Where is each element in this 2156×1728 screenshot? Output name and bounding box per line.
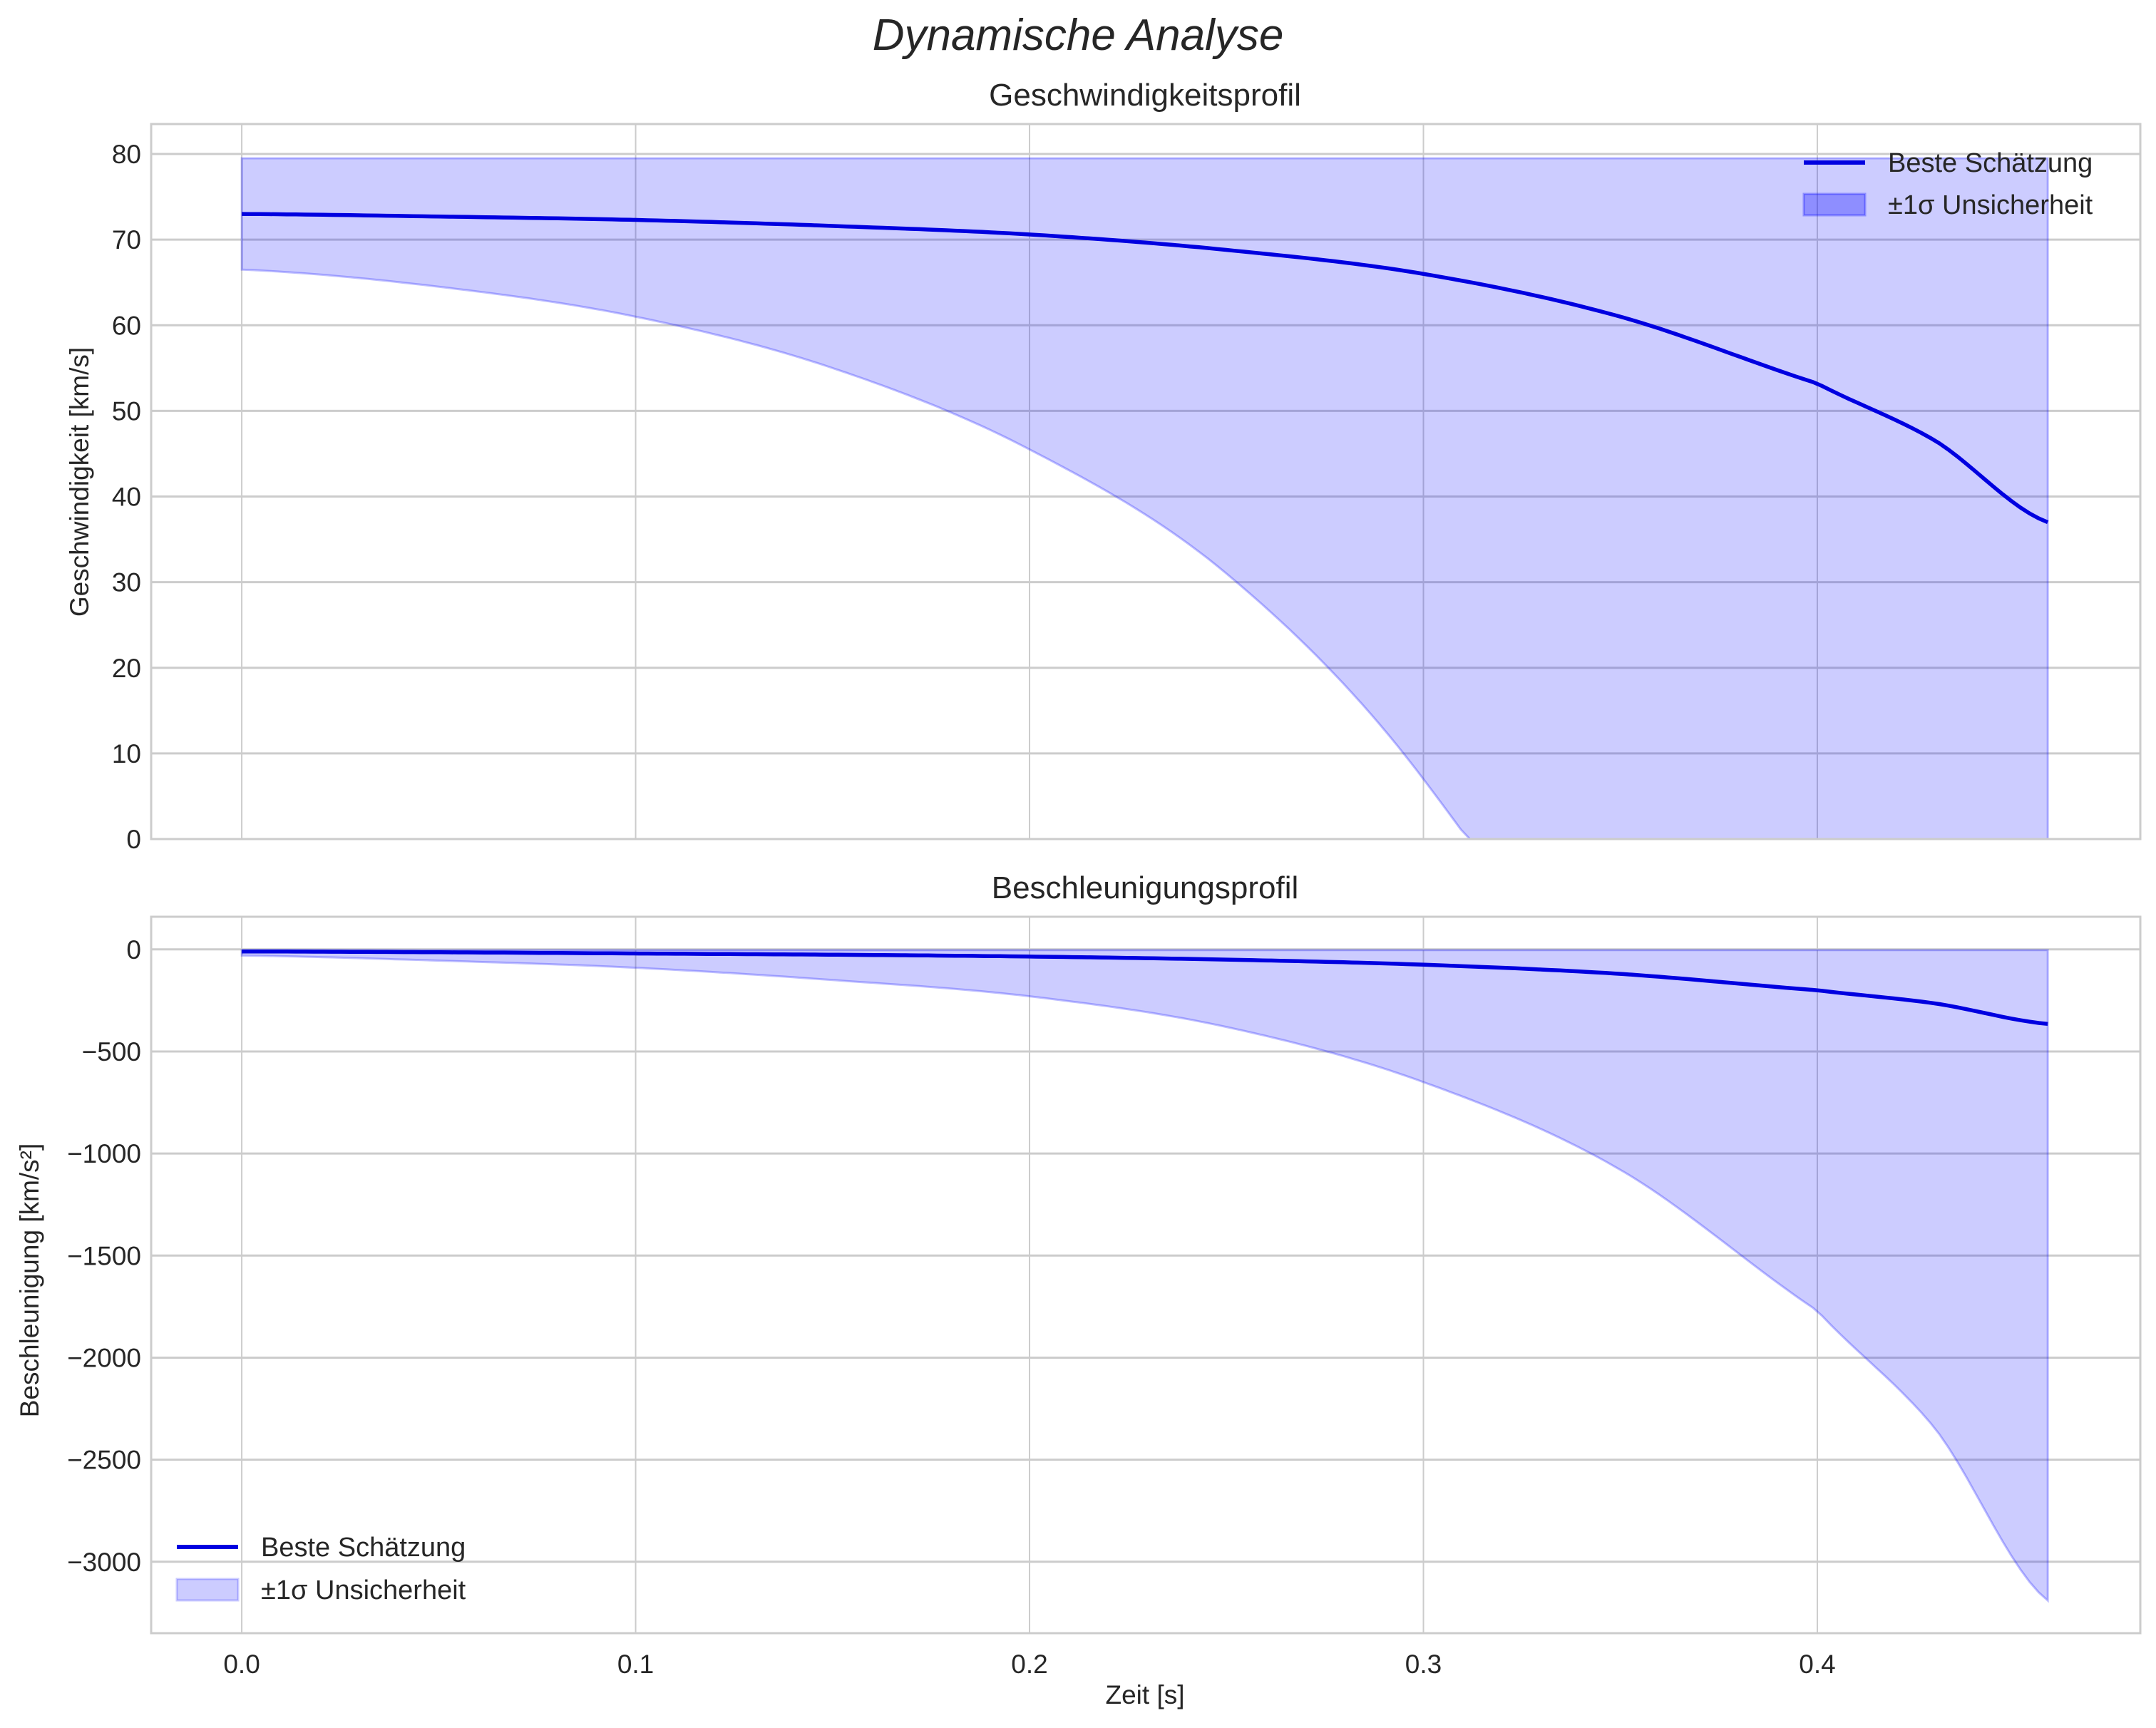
ytick-label: 10	[112, 739, 141, 768]
xtick-label: 0.3	[1405, 1650, 1442, 1679]
velocity-ylabel: Geschwindigkeit [km/s]	[65, 347, 94, 617]
velocity-legend: Beste Schätzung ±1σ Unsicherheit	[1802, 148, 2093, 220]
ytick-label: −1500	[67, 1241, 141, 1270]
acceleration-yticks: 0 −500 −1000 −1500 −2000 −2500 −3000	[67, 935, 141, 1577]
xtick-label: 0.2	[1011, 1650, 1047, 1679]
legend-label-best-estimate: Beste Schätzung	[261, 1533, 466, 1563]
ytick-label: −2500	[67, 1446, 141, 1475]
ytick-label: −3000	[67, 1548, 141, 1577]
legend-band-swatch	[175, 1578, 240, 1602]
ytick-label: −1000	[67, 1139, 141, 1168]
acceleration-axes-frame	[150, 915, 2142, 1635]
velocity-axes-frame	[150, 123, 2142, 840]
velocity-yticks: 0 10 20 30 40 50 60 70 80	[112, 140, 141, 854]
acceleration-legend: Beste Schätzung ±1σ Unsicherheit	[175, 1533, 466, 1605]
velocity-grid	[151, 124, 2140, 840]
acceleration-grid	[151, 917, 2140, 1633]
xtick-label: 0.4	[1799, 1650, 1835, 1679]
ytick-label: 0	[126, 935, 141, 965]
uncertainty-band-area	[240, 157, 2049, 840]
legend-label-uncertainty: ±1σ Unsicherheit	[261, 1575, 466, 1605]
velocity-uncertainty-band	[240, 157, 2049, 840]
acceleration-ylabel: Beschleunigung [km/s²]	[15, 1143, 44, 1418]
acceleration-axes: Beschleunigungsprofil 0 −500 −1000 −1500 −20…	[15, 870, 2142, 1709]
legend-label-uncertainty: ±1σ Unsicherheit	[1888, 190, 2093, 220]
time-xlabel: Zeit [s]	[1105, 1680, 1184, 1709]
ytick-label: 70	[112, 225, 141, 254]
ytick-label: −2000	[67, 1343, 141, 1372]
ytick-label: 40	[112, 483, 141, 512]
acceleration-xticks: 0.0 0.1 0.2 0.3 0.4	[223, 1650, 1835, 1679]
figure-suptitle: Dynamische Analyse	[873, 11, 1284, 60]
legend-label-best-estimate: Beste Schätzung	[1888, 148, 2093, 178]
ytick-label: 60	[112, 311, 141, 340]
velocity-best-estimate-line	[242, 212, 2049, 525]
ytick-label: 50	[112, 396, 141, 426]
best-estimate-path	[242, 212, 2049, 525]
xtick-label: 0.1	[617, 1650, 654, 1679]
best-estimate-path	[242, 949, 2048, 1027]
legend-band-swatch	[1802, 192, 1867, 217]
ytick-label: −500	[82, 1037, 141, 1066]
acceleration-title: Beschleunigungsprofil	[992, 870, 1299, 905]
velocity-title: Geschwindigkeitsprofil	[989, 78, 1301, 113]
uncertainty-band-area	[240, 949, 2049, 1603]
acceleration-uncertainty-band	[240, 949, 2049, 1603]
acceleration-best-estimate-line	[242, 949, 2048, 1027]
xtick-label: 0.0	[223, 1650, 260, 1679]
velocity-axes: Geschwindigkeitsprofil 0 10 20 30 40 50 60 70 80…	[65, 78, 2142, 854]
ytick-label: 30	[112, 568, 141, 597]
ytick-label: 80	[112, 140, 141, 169]
ytick-label: 0	[126, 825, 141, 854]
ytick-label: 20	[112, 654, 141, 683]
